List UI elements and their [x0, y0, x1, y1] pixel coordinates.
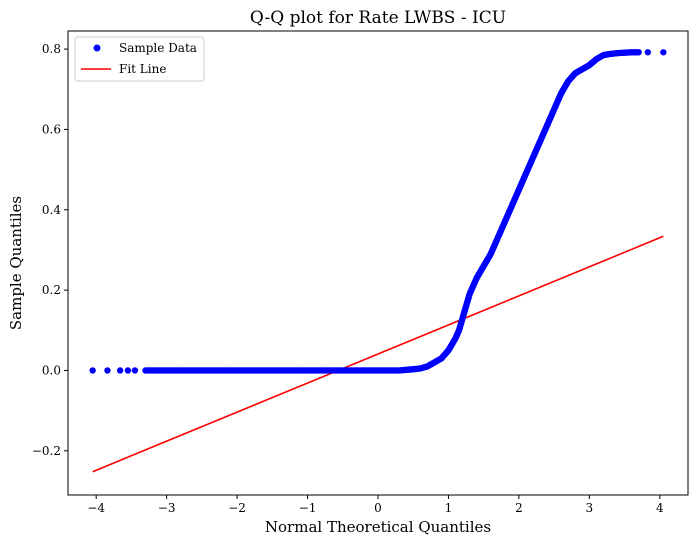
sample-points-layer [89, 49, 667, 374]
legend-box [74, 36, 205, 82]
y-tick-label: 0.8 [42, 42, 61, 56]
y-tick-label: −0.2 [32, 444, 61, 458]
x-tick-label: 2 [515, 501, 523, 515]
x-tick-label: 3 [586, 501, 594, 515]
x-tick-label: 4 [656, 501, 664, 515]
fit-line-layer [92, 235, 664, 473]
x-tick-label: −4 [87, 501, 105, 515]
legend-sample-data-marker [93, 44, 101, 52]
sample-data-point [644, 49, 652, 56]
y-tick-label: 0.6 [42, 122, 61, 136]
sample-data-point [660, 49, 667, 56]
chart-title: Q-Q plot for Rate LWBS - ICU [250, 8, 506, 28]
y-tick-label: 0.0 [42, 363, 61, 377]
x-tick-label: −3 [158, 501, 176, 515]
sample-data-point [89, 367, 96, 374]
fit-line [92, 235, 664, 473]
sample-data-point [635, 49, 642, 56]
y-axis-label: Sample Quantiles [7, 196, 25, 330]
x-tick-label: 0 [374, 501, 382, 515]
x-axis-ticks: −4 −3 −2 −1 0 1 2 3 4 [87, 495, 664, 515]
sample-data-point [104, 367, 111, 374]
x-axis-label: Normal Theoretical Quantiles [265, 518, 491, 536]
sample-data-point [116, 367, 124, 374]
legend-sample-data-label: Sample Data [119, 41, 197, 55]
sample-data-point [124, 367, 132, 374]
y-tick-label: 0.2 [42, 283, 61, 297]
y-axis-ticks: −0.2 0.0 0.2 0.4 0.6 0.8 [32, 42, 68, 458]
legend: Sample Data Fit Line [74, 36, 205, 82]
y-tick-label: 0.4 [42, 203, 61, 217]
x-tick-label: −1 [299, 501, 317, 515]
legend-fit-line-label: Fit Line [119, 62, 166, 76]
sample-data-point [131, 367, 139, 374]
x-tick-label: −2 [228, 501, 246, 515]
x-tick-label: 1 [445, 501, 453, 515]
